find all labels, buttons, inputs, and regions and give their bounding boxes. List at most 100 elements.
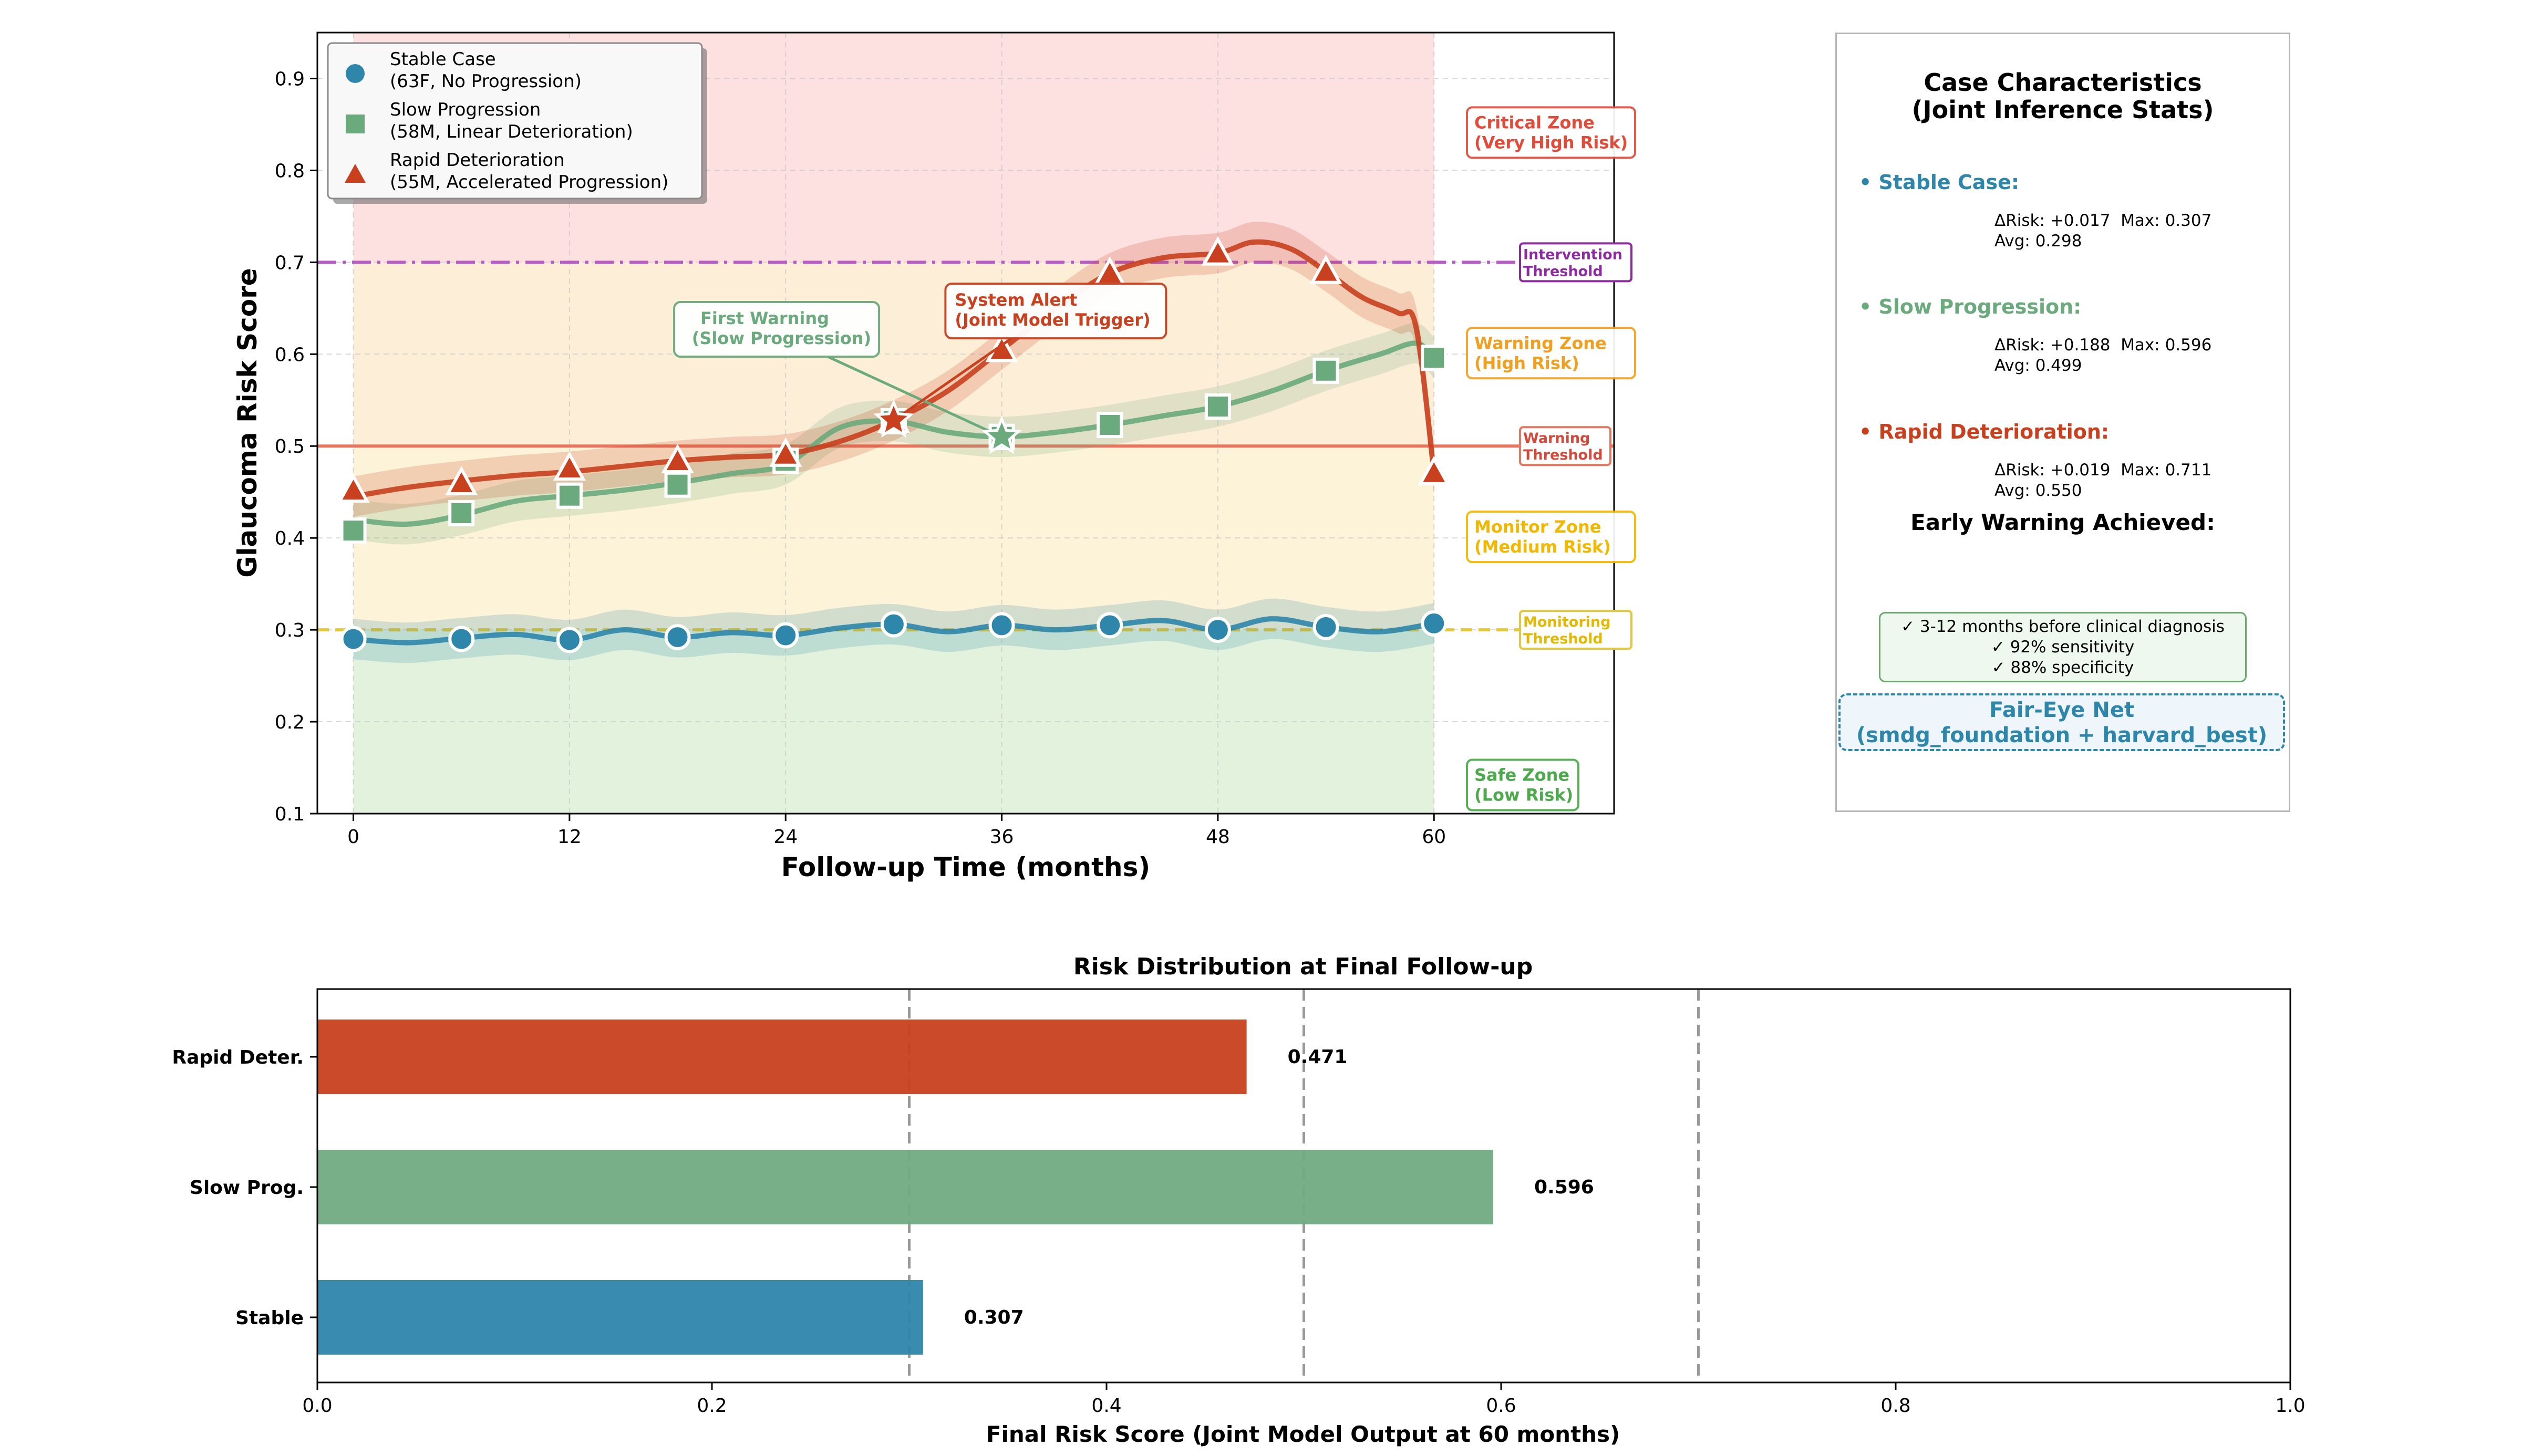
stable-marker: [340, 626, 367, 652]
stable-marker: [880, 611, 907, 638]
star-marker: [873, 399, 914, 438]
legend-label: Stable Case: [390, 49, 496, 70]
stable-marker: [1312, 613, 1339, 640]
bar: [317, 1150, 1493, 1224]
x-tick-label: 0: [347, 826, 359, 848]
bar-chart-title: Risk Distribution at Final Follow-up: [1073, 953, 1533, 980]
warning-line-label-box: [1519, 426, 1611, 466]
y-tick-label: 0.3: [275, 620, 305, 641]
early-warning-box: ✓ 3-12 months before clinical diagnosis …: [1879, 612, 2247, 682]
case-characteristics-panel: Case Characteristics (Joint Inference St…: [1835, 33, 2290, 812]
warning-zone-sublabel: (High Risk): [1474, 353, 1579, 373]
model-config: (smdg_foundation + harvard_best): [1856, 723, 2268, 747]
slow-marker: [664, 471, 691, 498]
stable-marker: [988, 612, 1015, 639]
first-warning-title: First Warning: [700, 308, 829, 328]
monitor-zone-label-box: [1466, 511, 1636, 564]
risk-trajectory-chart: First Warning(Slow Progression) System Al…: [232, 32, 1636, 882]
first-warning-arrow: [827, 355, 1002, 439]
bar-x-tick-label: 0.8: [1880, 1395, 1910, 1417]
rapid-case-avg: Avg: 0.550: [1994, 481, 2082, 500]
slow-marker: [556, 482, 583, 509]
slow-case-heading: • Slow Progression:: [1859, 295, 2082, 318]
system-alert-subtitle: (Joint Model Trigger): [955, 310, 1150, 330]
rapid-case-stats: ΔRisk: +0.019 Max: 0.711: [1994, 461, 2212, 480]
x-ticks: 0 12 24 36 48 60: [347, 814, 1446, 848]
safe-zone-label-box: [1466, 758, 1579, 812]
first-warning-subtitle: (Slow Progression): [692, 328, 871, 348]
warning-line-sublabel: Threshold: [1523, 447, 1603, 463]
stable-marker: [556, 627, 583, 653]
monitoring-line-sublabel: Threshold: [1523, 631, 1603, 647]
legend-marker-rapid: [345, 164, 366, 183]
warning-zone-label: Warning Zone: [1474, 333, 1607, 353]
bar-x-tick-label: 0.0: [302, 1395, 332, 1417]
stable-marker: [1097, 612, 1123, 639]
stable-case-heading: • Stable Case:: [1859, 171, 2020, 194]
legend-sublabel: (55M, Accelerated Progression): [390, 172, 668, 193]
x-axis-label: Follow-up Time (months): [781, 852, 1151, 882]
bar-x-tick-label: 0.2: [697, 1395, 727, 1417]
slow-marker: [1421, 345, 1448, 371]
monitor-zone-sublabel: (Medium Risk): [1474, 537, 1611, 557]
critical-zone-label-box: [1466, 106, 1636, 159]
panel-title-line2: (Joint Inference Stats): [1911, 96, 2214, 124]
zone-labels: Critical Zone(Very High Risk) Warning Zon…: [1466, 106, 1636, 812]
bar-category-label: Slow Prog.: [190, 1177, 304, 1199]
critical-zone-label: Critical Zone: [1474, 112, 1595, 132]
y-tick-label: 0.5: [275, 436, 305, 457]
x-tick-label: 24: [773, 826, 798, 848]
bar: [317, 1280, 923, 1355]
legend-marker-stable: [346, 64, 365, 83]
rapid-marker: [769, 437, 802, 467]
y-ticks: 0.1 0.2 0.3 0.4 0.5 0.6 0.7 0.8 0.9: [275, 68, 317, 825]
y-tick-label: 0.8: [275, 160, 305, 182]
bar-value-label: 0.596: [1534, 1177, 1594, 1198]
y-tick-label: 0.6: [275, 344, 305, 366]
star-marker: [981, 415, 1022, 454]
monitoring-line-label-box: [1519, 610, 1632, 650]
x-tick-label: 36: [990, 826, 1014, 848]
legend-label: Slow Progression: [390, 99, 541, 120]
bar-plot-frame: [316, 988, 2291, 1384]
bar-x-ticks: 0.0 0.2 0.4 0.6 0.8 1.0: [302, 1382, 2306, 1417]
rapid-marker: [445, 466, 478, 496]
x-tick-label: 12: [557, 826, 582, 848]
slow-marker: [448, 500, 475, 526]
bar-y-ticks: Rapid Deter. Slow Prog. Stable: [172, 1047, 317, 1329]
safe-zone-label: Safe Zone: [1474, 765, 1569, 785]
early-warning-line: ✓ 88% specificity: [1991, 658, 2134, 677]
intervention-label: Intervention: [1523, 246, 1622, 263]
slow-marker: [1097, 411, 1123, 438]
x-tick-label: 48: [1206, 826, 1230, 848]
stable-marker: [1204, 617, 1231, 643]
warning-line-label: Warning: [1523, 430, 1590, 446]
early-warning-title: Early Warning Achieved:: [1910, 509, 2215, 535]
slow-case-avg: Avg: 0.499: [1994, 356, 2082, 375]
model-name: Fair-Eye Net: [1989, 698, 2135, 722]
annotations: First Warning(Slow Progression) System Al…: [673, 283, 1167, 454]
y-tick-label: 0.1: [275, 804, 305, 825]
final-risk-bar-chart: Risk Distribution at Final Follow-up 0.4…: [172, 953, 2305, 1447]
early-warning-line: ✓ 92% sensitivity: [1991, 638, 2135, 657]
panel-title-line1: Case Characteristics: [1924, 68, 2202, 97]
plot-frame: [316, 32, 1615, 815]
rapid-case-heading: • Rapid Deterioration:: [1859, 420, 2110, 443]
model-name-box: Fair-Eye Net (smdg_foundation + harvard_…: [1838, 693, 2285, 751]
y-axis-label: Glaucoma Risk Score: [232, 268, 263, 577]
rapid-marker: [1309, 254, 1342, 284]
intervention-sublabel: Threshold: [1523, 263, 1603, 279]
stable-marker: [1421, 610, 1448, 637]
rapid-marker: [1201, 236, 1234, 266]
slow-marker: [340, 517, 367, 544]
rapid-marker: [985, 332, 1018, 362]
monitoring-line-label: Monitoring: [1523, 614, 1610, 630]
bar-x-tick-label: 0.4: [1091, 1395, 1121, 1417]
legend-marker-slow: [346, 115, 365, 133]
legend-sublabel: (63F, No Progression): [390, 71, 582, 92]
bar-x-tick-label: 1.0: [2275, 1395, 2305, 1417]
critical-zone-sublabel: (Very High Risk): [1474, 132, 1628, 152]
bar: [317, 1020, 1247, 1094]
stable-marker: [448, 626, 475, 652]
y-tick-label: 0.7: [275, 252, 305, 274]
